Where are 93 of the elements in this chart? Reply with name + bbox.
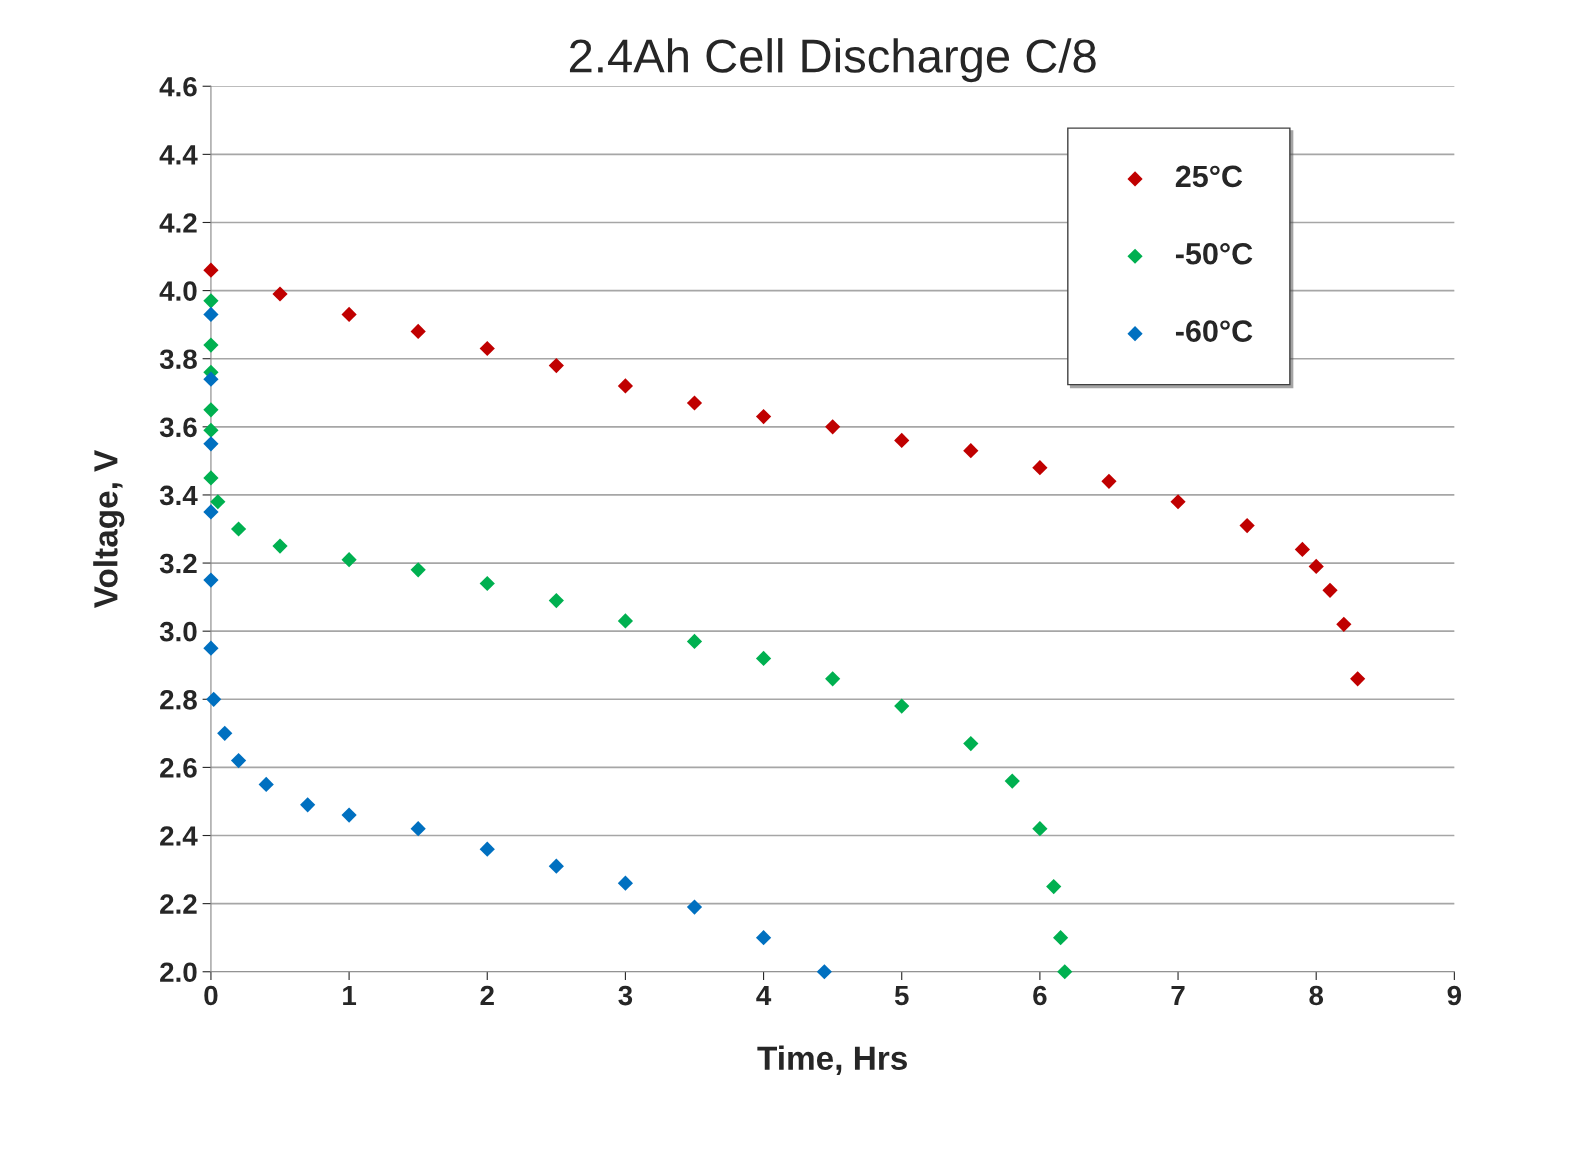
point	[1350, 671, 1366, 687]
chart-title: 2.4Ah Cell Discharge C/8	[569, 38, 1096, 83]
y-tick-label: 3.0	[159, 621, 197, 642]
legend-label: 25°C	[1175, 165, 1243, 188]
point	[894, 432, 910, 449]
x-axis-title: Time, Hrs	[757, 1045, 907, 1075]
point	[548, 592, 564, 609]
y-tick-label: 2.4	[160, 826, 198, 846]
point	[617, 613, 634, 629]
point	[617, 875, 634, 891]
point	[479, 575, 495, 592]
point	[548, 858, 564, 874]
point	[686, 899, 703, 915]
point	[1239, 517, 1255, 534]
point	[825, 671, 841, 687]
x-tick-label: 3	[618, 985, 633, 1006]
point	[1308, 558, 1324, 575]
point	[963, 443, 979, 459]
point	[825, 419, 841, 435]
y-tick-label: 4.4	[159, 145, 198, 165]
point	[341, 552, 357, 568]
x-tick-label: 0	[204, 985, 218, 1006]
point	[203, 504, 219, 520]
point	[479, 841, 495, 857]
x-tick-label: 8	[1309, 985, 1324, 1006]
point	[1032, 460, 1048, 476]
point	[617, 378, 634, 394]
point	[963, 735, 979, 752]
point	[272, 286, 288, 302]
y-tick-label: 2.2	[160, 894, 197, 914]
point	[410, 821, 426, 837]
y-tick-label: 2.6	[160, 758, 197, 778]
point	[816, 964, 832, 980]
y-tick-label: 3.8	[159, 349, 197, 370]
point	[1294, 541, 1310, 558]
y-tick-label: 4.2	[159, 213, 197, 233]
point	[203, 262, 219, 278]
point	[341, 807, 357, 823]
point	[203, 436, 219, 452]
point	[258, 776, 274, 793]
point	[1322, 582, 1338, 598]
point	[203, 572, 219, 588]
point	[203, 293, 219, 309]
x-tick-label: 5	[894, 985, 909, 1006]
point	[1032, 821, 1048, 837]
point	[300, 797, 316, 813]
y-tick-label: 3.6	[159, 417, 197, 438]
point	[410, 562, 426, 578]
x-tick-label: 1	[343, 985, 357, 1006]
point	[203, 470, 219, 486]
point	[272, 538, 288, 554]
point	[686, 395, 703, 411]
point	[548, 357, 564, 374]
point	[203, 422, 219, 438]
x-tick-label: 6	[1033, 985, 1047, 1006]
point	[686, 633, 703, 649]
point	[1336, 616, 1352, 632]
point	[1046, 879, 1062, 895]
point	[1004, 773, 1020, 789]
point	[203, 337, 219, 353]
x-tick-label: 2	[480, 985, 494, 1006]
point	[894, 698, 910, 714]
point	[755, 930, 772, 946]
y-tick-label: 4.6	[159, 76, 197, 97]
y-tick-label: 4.0	[159, 281, 197, 301]
y-tick-label: 2.8	[160, 689, 197, 710]
x-tick-label: 4	[756, 985, 772, 1006]
point	[230, 752, 247, 769]
point	[1053, 930, 1069, 946]
point	[1170, 494, 1186, 510]
x-tick-label: 7	[1171, 985, 1185, 1006]
point	[203, 306, 219, 323]
point	[203, 371, 219, 387]
x-tick-label: 9	[1447, 985, 1462, 1006]
y-tick-label: 2.0	[160, 962, 197, 983]
point	[1101, 473, 1117, 489]
point	[217, 725, 233, 741]
point	[755, 409, 772, 425]
point	[1057, 964, 1073, 980]
legend-label: -50°C	[1175, 242, 1253, 265]
point	[410, 323, 426, 340]
point	[210, 494, 226, 510]
point	[203, 640, 219, 656]
point	[755, 650, 772, 667]
point	[203, 402, 219, 418]
point	[341, 306, 357, 323]
y-axis-title: Voltage, V	[93, 449, 125, 609]
legend-label: -60°C	[1175, 320, 1253, 342]
point	[479, 340, 495, 357]
point	[206, 691, 222, 707]
y-tick-label: 3.4	[159, 485, 198, 506]
y-tick-label: 3.2	[159, 553, 197, 574]
point	[230, 521, 247, 537]
